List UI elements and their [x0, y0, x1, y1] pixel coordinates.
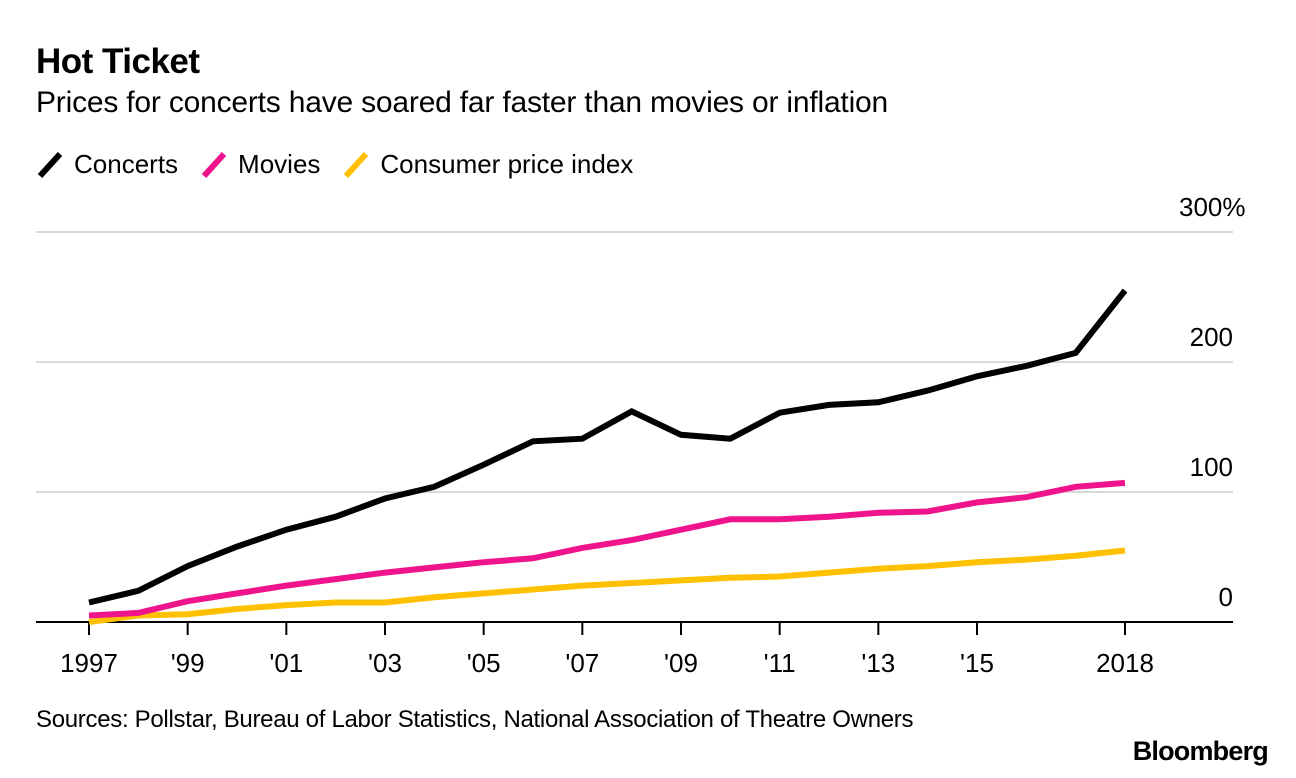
legend-swatch-movies-icon [200, 150, 228, 180]
x-tick-label: '11 [764, 648, 796, 678]
chart-subtitle: Prices for concerts have soared far fast… [36, 86, 889, 119]
chart-title: Hot Ticket [36, 42, 200, 81]
x-tick-label: '01 [269, 648, 303, 678]
series-line-movies [88, 479, 1126, 619]
legend-stroke-movies [201, 151, 227, 178]
y-tick-label: 0 [1219, 582, 1233, 612]
sources-note: Sources: Pollstar, Bureau of Labor Stati… [36, 706, 914, 733]
x-tick-label: '09 [664, 648, 698, 678]
y-axis-labels: 0 100 200 300% [1179, 192, 1246, 612]
x-tick-label: '99 [171, 648, 205, 678]
x-tick-label: '15 [960, 648, 994, 678]
x-axis: 1997 '99 '01 '03 '05 '07 '09 '11 '13 '15 2018 [36, 621, 1233, 678]
legend-swatch-cpi-icon [342, 150, 370, 180]
legend-item-cpi: Consumer price index [342, 149, 633, 180]
y-tick-label: 300% [1179, 192, 1246, 222]
legend-label-movies: Movies [238, 149, 321, 179]
series-line-consumer-price-index [88, 547, 1126, 625]
legend-item-concerts: Concerts [36, 149, 178, 180]
y-tick-label: 200 [1190, 322, 1233, 352]
x-tick-label: '05 [467, 648, 501, 678]
x-tick-label: 1997 [60, 648, 118, 678]
series-lines [88, 288, 1128, 625]
legend-label-cpi: Consumer price index [380, 149, 634, 179]
bloomberg-logo: Bloomberg [1132, 736, 1269, 766]
legend-item-movies: Movies [200, 149, 320, 180]
legend-swatch-concerts-icon [36, 150, 64, 180]
x-tick-label: '13 [861, 648, 895, 678]
series-line-concerts [88, 288, 1128, 606]
legend-stroke-concerts [37, 151, 63, 178]
x-tick-label: '03 [368, 648, 402, 678]
x-tick-label: '07 [565, 648, 599, 678]
y-tick-label: 100 [1190, 452, 1233, 482]
gridlines [36, 231, 1233, 493]
legend-stroke-cpi [344, 151, 369, 178]
x-tick-label: 2018 [1096, 648, 1154, 678]
legend: Concerts Movies Consumer price index [36, 149, 655, 180]
legend-label-concerts: Concerts [74, 149, 179, 179]
